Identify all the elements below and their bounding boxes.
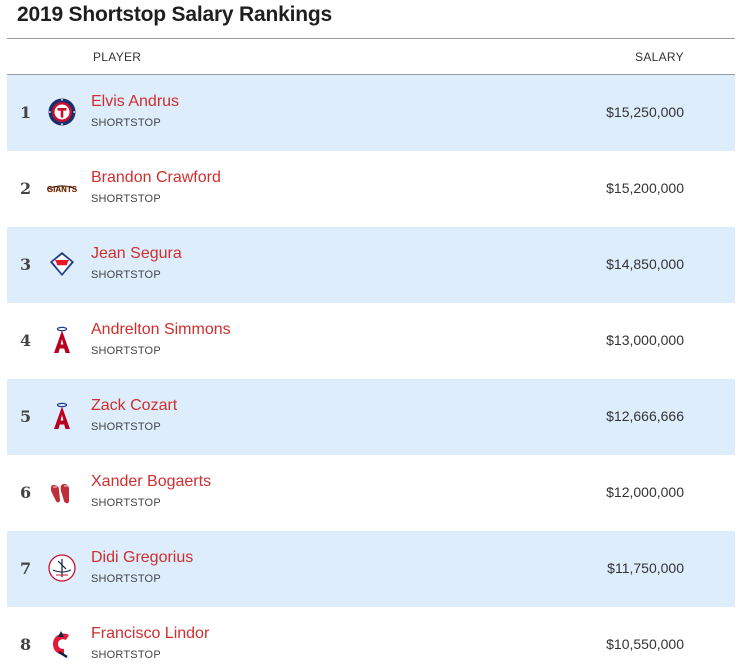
player-salary: $12,000,000 — [606, 484, 684, 500]
salary-table: PLAYER SALARY 1 Elvis Andrus SHORTSTOP $… — [7, 38, 735, 671]
player-name-link[interactable]: Zack Cozart — [91, 397, 178, 414]
page-title: 2019 Shortstop Salary Rankings — [17, 3, 332, 26]
player-name-link[interactable]: Xander Bogaerts — [91, 473, 212, 490]
table-header: PLAYER SALARY — [7, 38, 735, 75]
player-name-link[interactable]: Jean Segura — [91, 245, 182, 262]
player-salary: $15,200,000 — [606, 180, 684, 196]
player-position: SHORTSTOP — [91, 649, 161, 661]
angels-logo-icon — [47, 325, 77, 355]
table-row: 5 Zack Cozart SHORTSTOP $12,666,666 — [7, 379, 735, 455]
column-header-player[interactable]: PLAYER — [93, 50, 142, 64]
rank-number: 8 — [20, 635, 32, 654]
player-name-link[interactable]: Francisco Lindor — [91, 625, 210, 642]
table-row: 1 Elvis Andrus SHORTSTOP $15,250,000 — [7, 75, 735, 151]
player-name-link[interactable]: Brandon Crawford — [91, 169, 221, 186]
phillies-logo-icon — [47, 249, 77, 279]
table-row: 8 Francisco Lindor SHORTSTOP $10,550,000 — [7, 607, 735, 671]
player-salary: $10,550,000 — [606, 636, 684, 652]
table-row: 6 Xander Bogaerts SHORTSTOP $12,000,000 — [7, 455, 735, 531]
player-name-link[interactable]: Andrelton Simmons — [91, 321, 231, 338]
angels-logo-icon — [47, 401, 77, 431]
rank-number: 7 — [20, 559, 32, 578]
svg-text:GIANTS: GIANTS — [47, 185, 77, 194]
red-sox-logo-icon — [47, 477, 77, 507]
table-row: 3 Jean Segura SHORTSTOP $14,850,000 — [7, 227, 735, 303]
yankees-logo-icon — [47, 553, 77, 583]
rank-number: 6 — [20, 483, 32, 502]
rank-number: 1 — [20, 103, 32, 122]
player-position: SHORTSTOP — [91, 497, 161, 509]
rank-number: 4 — [20, 331, 32, 350]
player-name-link[interactable]: Didi Gregorius — [91, 549, 194, 566]
player-salary: $15,250,000 — [606, 104, 684, 120]
player-position: SHORTSTOP — [91, 269, 161, 281]
rank-number: 2 — [20, 179, 32, 198]
table-row: 2 GIANTS Brandon Crawford SHORTSTOP $15,… — [7, 151, 735, 227]
player-salary: $12,666,666 — [606, 408, 684, 424]
rank-number: 5 — [20, 407, 32, 426]
column-header-salary[interactable]: SALARY — [635, 50, 684, 64]
player-position: SHORTSTOP — [91, 421, 161, 433]
player-position: SHORTSTOP — [91, 117, 161, 129]
rangers-logo-icon — [47, 97, 77, 127]
player-salary: $14,850,000 — [606, 256, 684, 272]
rank-number: 3 — [20, 255, 32, 274]
table-row: 7 Didi Gregorius SHORTSTOP $11,750,000 — [7, 531, 735, 607]
player-salary: $11,750,000 — [607, 560, 684, 576]
player-position: SHORTSTOP — [91, 193, 161, 205]
player-position: SHORTSTOP — [91, 573, 161, 585]
player-salary: $13,000,000 — [606, 332, 684, 348]
table-row: 4 Andrelton Simmons SHORTSTOP $13,000,00… — [7, 303, 735, 379]
player-position: SHORTSTOP — [91, 345, 161, 357]
player-name-link[interactable]: Elvis Andrus — [91, 93, 180, 110]
indians-logo-icon — [47, 629, 77, 659]
giants-logo-icon: GIANTS — [47, 173, 77, 203]
